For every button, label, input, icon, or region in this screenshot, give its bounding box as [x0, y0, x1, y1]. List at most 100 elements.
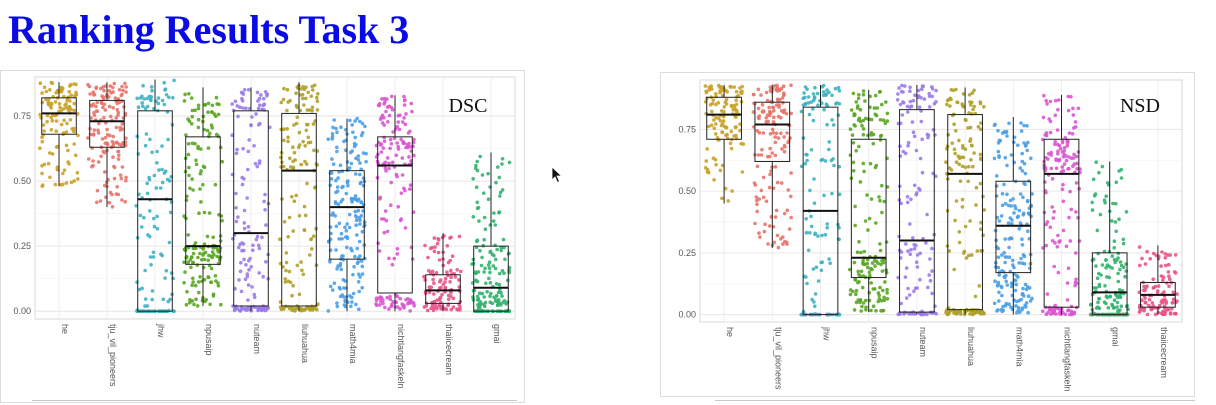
- data-point: [246, 283, 251, 287]
- data-point: [39, 115, 43, 120]
- data-point: [315, 99, 320, 104]
- data-point: [159, 252, 163, 256]
- data-point: [399, 217, 404, 221]
- data-point: [214, 132, 219, 137]
- data-point: [152, 224, 157, 229]
- data-point: [930, 94, 934, 99]
- data-point: [1007, 245, 1011, 250]
- data-point: [724, 102, 729, 106]
- data-point: [101, 149, 105, 154]
- data-point: [310, 247, 314, 251]
- data-point: [294, 306, 299, 310]
- data-point: [996, 282, 1000, 287]
- data-point: [1048, 130, 1053, 135]
- data-point: [41, 123, 46, 127]
- data-point: [827, 90, 831, 95]
- data-point: [1017, 261, 1021, 265]
- y-tick-label: 0.75: [13, 111, 31, 121]
- data-point: [1019, 129, 1024, 133]
- data-point: [821, 90, 826, 94]
- data-point: [773, 165, 778, 169]
- data-point: [1170, 307, 1174, 311]
- data-point: [904, 266, 909, 270]
- data-point: [968, 103, 973, 107]
- data-point: [714, 122, 718, 126]
- x-tick-label: tju_vil_pioneers: [108, 324, 118, 387]
- data-point: [124, 85, 128, 89]
- data-point: [706, 124, 711, 129]
- data-point: [46, 100, 50, 104]
- data-point: [752, 181, 757, 185]
- data-point: [286, 139, 290, 144]
- data-point: [880, 183, 884, 188]
- data-point: [966, 126, 970, 130]
- data-point: [1100, 263, 1105, 267]
- data-point: [775, 97, 780, 101]
- data-point: [441, 282, 446, 287]
- data-point: [1074, 210, 1078, 214]
- data-point: [199, 169, 203, 173]
- data-point: [704, 90, 709, 95]
- data-point: [1024, 143, 1028, 147]
- data-point: [329, 177, 334, 181]
- data-point: [1056, 149, 1060, 153]
- data-point: [239, 260, 243, 265]
- data-point: [804, 275, 808, 279]
- data-point: [915, 253, 920, 257]
- data-point: [981, 233, 985, 237]
- data-point: [234, 151, 239, 156]
- data-point: [155, 149, 159, 154]
- data-point: [782, 108, 787, 112]
- data-point: [712, 126, 717, 131]
- data-point: [396, 120, 401, 124]
- data-point: [1030, 192, 1034, 196]
- data-point: [930, 246, 934, 251]
- data-point: [830, 191, 834, 196]
- data-point: [155, 161, 159, 165]
- data-point: [377, 249, 382, 253]
- data-point: [905, 104, 910, 109]
- data-point: [1003, 201, 1008, 206]
- data-point: [279, 100, 284, 105]
- data-point: [331, 211, 335, 215]
- data-point: [346, 183, 350, 188]
- data-point: [812, 95, 817, 99]
- data-point: [1100, 164, 1105, 169]
- data-point: [1150, 301, 1155, 305]
- data-point: [1071, 113, 1076, 117]
- data-point: [880, 258, 884, 263]
- data-point: [345, 300, 350, 304]
- data-point: [335, 189, 340, 193]
- data-point: [812, 201, 817, 205]
- data-point: [497, 175, 502, 180]
- data-point: [1095, 276, 1100, 280]
- data-point: [961, 155, 966, 160]
- data-point: [190, 108, 195, 113]
- data-point: [64, 106, 68, 110]
- data-point: [1026, 198, 1030, 203]
- data-point: [1055, 128, 1060, 132]
- data-point: [878, 138, 883, 142]
- data-point: [741, 142, 746, 146]
- data-point: [878, 248, 883, 253]
- data-point: [379, 150, 384, 154]
- data-point: [205, 128, 210, 133]
- data-point: [120, 198, 124, 202]
- data-point: [857, 93, 861, 97]
- data-point: [357, 289, 362, 294]
- data-point: [112, 165, 117, 170]
- data-point: [385, 229, 390, 234]
- data-point: [435, 241, 440, 246]
- data-point: [210, 110, 214, 114]
- data-point: [806, 95, 811, 99]
- data-point: [852, 113, 856, 118]
- data-point: [1064, 158, 1069, 163]
- data-point: [922, 97, 927, 101]
- data-point: [1104, 265, 1108, 270]
- data-point: [1021, 213, 1025, 217]
- data-point: [488, 294, 492, 298]
- data-point: [1050, 177, 1055, 181]
- data-point: [1025, 124, 1029, 128]
- data-point: [1061, 228, 1066, 233]
- data-point: [116, 149, 120, 154]
